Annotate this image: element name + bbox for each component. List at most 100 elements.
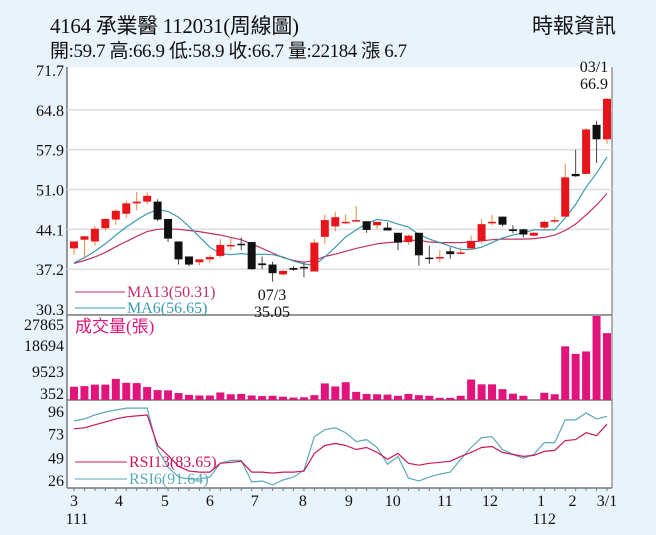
svg-text:11: 11 bbox=[437, 493, 452, 510]
candle bbox=[529, 232, 538, 237]
volume-bar bbox=[299, 397, 308, 400]
candle bbox=[164, 218, 173, 243]
svg-text:8: 8 bbox=[299, 493, 307, 510]
svg-text:03/1: 03/1 bbox=[580, 59, 608, 76]
svg-text:352: 352 bbox=[40, 386, 64, 403]
volume-bar bbox=[164, 390, 173, 400]
candle bbox=[226, 237, 235, 251]
candle bbox=[184, 256, 193, 267]
volume-bar bbox=[247, 395, 256, 400]
candle bbox=[195, 259, 204, 266]
volume-bar bbox=[519, 395, 528, 400]
candle bbox=[561, 163, 570, 217]
volume-bar bbox=[550, 394, 559, 400]
svg-text:112: 112 bbox=[532, 511, 555, 528]
candle bbox=[143, 192, 152, 205]
volume-bar bbox=[289, 397, 298, 400]
volume-bar bbox=[373, 394, 382, 400]
svg-text:64.8: 64.8 bbox=[36, 103, 64, 120]
volume-bar bbox=[226, 394, 235, 400]
volume-bar bbox=[205, 395, 214, 400]
svg-text:35.05: 35.05 bbox=[254, 304, 290, 321]
source-label: 時報資訊 bbox=[532, 14, 616, 38]
svg-text:37.2: 37.2 bbox=[36, 262, 64, 279]
volume-bar bbox=[435, 397, 444, 400]
volume-bar bbox=[446, 397, 455, 400]
volume-bar bbox=[456, 395, 465, 400]
volume-bar bbox=[498, 389, 507, 400]
volume-bar bbox=[603, 333, 611, 400]
candle bbox=[268, 261, 277, 282]
svg-text:12: 12 bbox=[482, 493, 498, 510]
volume-bar bbox=[216, 392, 225, 400]
candle bbox=[310, 239, 319, 272]
svg-text:71.7: 71.7 bbox=[36, 63, 64, 80]
ma13-line bbox=[73, 193, 608, 264]
volume-bar bbox=[174, 393, 183, 400]
volume-bar bbox=[393, 395, 402, 400]
candle bbox=[111, 209, 120, 225]
ohlc-summary: 開:59.7 高:66.9 低:58.9 收:66.7 量:22184 漲 6.… bbox=[50, 41, 407, 62]
volume-bar bbox=[571, 353, 580, 400]
svg-text:111: 111 bbox=[66, 511, 89, 528]
volume-bar bbox=[70, 386, 78, 400]
rsi6-line bbox=[73, 407, 608, 486]
svg-text:96: 96 bbox=[48, 404, 64, 421]
svg-text:10: 10 bbox=[385, 493, 401, 510]
volume-bar bbox=[477, 384, 486, 400]
candle bbox=[70, 241, 78, 255]
svg-text:MA13(50.31): MA13(50.31) bbox=[127, 284, 215, 301]
svg-text:26: 26 bbox=[48, 473, 64, 490]
volume-bars bbox=[70, 316, 611, 400]
svg-text:7: 7 bbox=[251, 493, 259, 510]
candle bbox=[582, 127, 591, 174]
candle bbox=[362, 221, 371, 233]
volume-bar bbox=[132, 383, 141, 400]
rsi-lines bbox=[73, 407, 608, 486]
candle bbox=[101, 218, 110, 231]
volume-bar bbox=[184, 394, 193, 400]
annotations: 07/335.05 03/166.9 bbox=[254, 59, 608, 321]
svg-text:27865: 27865 bbox=[24, 317, 64, 334]
volume-bar bbox=[362, 393, 371, 400]
candle bbox=[258, 256, 267, 270]
candle bbox=[247, 242, 256, 270]
candle bbox=[216, 239, 225, 258]
ma6-line bbox=[73, 156, 608, 266]
chart-frames bbox=[66, 67, 613, 489]
svg-text:51.0: 51.0 bbox=[36, 183, 64, 200]
candle bbox=[383, 222, 392, 231]
candle bbox=[550, 216, 559, 223]
volume-bar bbox=[592, 316, 601, 400]
svg-text:66.9: 66.9 bbox=[580, 76, 608, 93]
candle bbox=[341, 214, 350, 225]
candle bbox=[435, 250, 444, 263]
volume-bar bbox=[404, 393, 413, 400]
volume-bar bbox=[90, 384, 99, 400]
volume-bar bbox=[101, 384, 110, 400]
volume-bar bbox=[237, 393, 246, 400]
volume-bar bbox=[258, 396, 267, 400]
svg-text:MA6(56.65): MA6(56.65) bbox=[127, 300, 207, 317]
candle bbox=[477, 218, 486, 244]
volume-bar bbox=[352, 391, 361, 400]
volume-bar bbox=[467, 379, 476, 400]
volume-bar bbox=[122, 382, 131, 400]
volume-bar bbox=[488, 384, 497, 400]
svg-text:1: 1 bbox=[537, 493, 545, 510]
volume-bar bbox=[561, 346, 570, 400]
candle bbox=[132, 191, 141, 211]
volume-bar bbox=[279, 396, 288, 400]
candle bbox=[393, 232, 402, 251]
candle bbox=[90, 225, 99, 246]
chart-title: 4164 承業醫 112031(周線圖) bbox=[50, 14, 299, 38]
volume-bar bbox=[341, 382, 350, 400]
svg-text:07/3: 07/3 bbox=[258, 287, 286, 304]
svg-text:9: 9 bbox=[345, 493, 353, 510]
svg-text:44.1: 44.1 bbox=[36, 222, 64, 239]
svg-text:49: 49 bbox=[48, 450, 64, 467]
svg-text:57.9: 57.9 bbox=[36, 143, 64, 160]
candle bbox=[352, 206, 361, 222]
